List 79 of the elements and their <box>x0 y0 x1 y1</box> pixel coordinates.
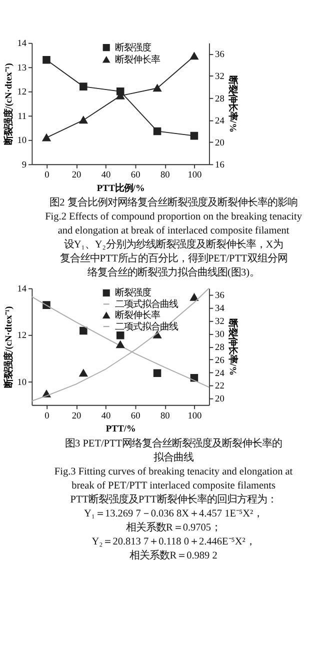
caption: Fig.3 Fitting curves of breaking tenacity and elongation at <box>54 466 293 478</box>
y2-tick-label: 20 <box>215 394 225 405</box>
text: break of PET/PTT interlaced composite filaments <box>72 480 276 492</box>
y-axis-title: 断裂强度/(cN·dtex⁻¹) <box>4 306 15 388</box>
y2-tick-label: 32 <box>215 316 225 327</box>
point <box>190 294 198 301</box>
text: 复合丝中PTT所占的百分比，得到PET/PTT双组分网 <box>60 252 288 265</box>
legend-label: 二项式拟合曲线 <box>114 298 178 310</box>
legend-label: 断裂强度 <box>114 288 151 299</box>
y2-tick-label: 24 <box>215 368 225 379</box>
point <box>190 52 198 60</box>
point <box>153 369 162 378</box>
x-tick-label: 60 <box>130 170 141 181</box>
x-tick-label: 40 <box>101 411 112 422</box>
text: 相关系数R＝0.9705； <box>126 521 222 534</box>
legend-label: 断裂伸长率 <box>114 310 160 322</box>
point <box>80 370 88 377</box>
x-tick-label: 80 <box>160 411 170 422</box>
y2-tick-label: 36 <box>215 50 225 60</box>
y2-tick-label: 34 <box>215 304 225 314</box>
y2-axis-title: 断裂伸长率/% <box>226 76 238 132</box>
x-tick-label: 60 <box>130 411 141 422</box>
y-tick-label: 14 <box>17 284 27 295</box>
y2-tick-label: 20 <box>215 138 225 148</box>
text: 相关系数R＝0.989 2 <box>130 549 218 562</box>
x-tick-label: 100 <box>188 170 202 181</box>
line-series <box>31 288 210 402</box>
x-tick-label: 40 <box>101 170 112 181</box>
x-tick-label: 100 <box>188 411 202 422</box>
y-tick-label: 13 <box>17 63 27 74</box>
y2-tick-label: 36 <box>215 291 225 302</box>
caption: Fig.2 Effects of compound proportion on the breaking tenacity <box>45 212 303 223</box>
y2-tick-label: 22 <box>215 382 225 392</box>
point <box>116 331 124 340</box>
legend-label: 断裂强度 <box>114 42 151 54</box>
x-tick-label: 20 <box>72 411 82 422</box>
y2-tick-label: 24 <box>215 116 225 126</box>
y2-tick-label: 28 <box>215 94 225 104</box>
point <box>153 84 162 92</box>
x-tick-label: 20 <box>72 170 82 181</box>
text: 络复合丝的断裂强力拟合曲线图(图3)。 <box>88 266 260 279</box>
point <box>42 134 50 142</box>
point <box>153 331 162 338</box>
y-tick-label: 14 <box>17 39 27 50</box>
text: 拟合曲线 <box>154 451 194 464</box>
x-tick-label: 80 <box>160 170 170 181</box>
point <box>80 326 88 335</box>
point <box>80 82 88 90</box>
y2-tick-label: 28 <box>215 342 225 353</box>
point <box>42 56 50 64</box>
y2-axis-title: 断裂伸长率/% <box>226 318 238 376</box>
x-axis-title: PTT比例/% <box>96 182 145 194</box>
y-axis-title: 断裂强度/(cN·dtex⁻¹) <box>4 63 15 145</box>
x-tick-label: 0 <box>44 170 50 181</box>
y-tick-label: 11 <box>18 112 27 122</box>
x-tick-label: 0 <box>44 411 50 422</box>
legend-label: 二项式拟合曲线 <box>114 321 178 332</box>
y-tick-label: 12 <box>17 331 27 342</box>
point <box>190 132 198 140</box>
caption: 图2 复合比例对网络复合丝断裂强度及断裂伸长率的影响 <box>50 196 298 209</box>
text: PTT断裂强度及PTT断裂伸长率的回归方程为： <box>70 493 277 506</box>
x-axis-title: PTT/% <box>106 424 136 434</box>
point <box>153 127 162 136</box>
y2-tick-label: 26 <box>215 356 225 366</box>
point <box>116 341 124 348</box>
y-tick-label: 9 <box>22 160 27 170</box>
text: Y₁＝13.269 7－0.036 8X＋4.457 1E⁻⁵X²， <box>84 508 264 520</box>
point <box>80 116 88 124</box>
text: and elongation at break of interlaced composite filament <box>58 226 290 237</box>
y2-tick-label: 30 <box>215 330 225 340</box>
y-tick-label: 10 <box>17 136 27 146</box>
y2-tick-label: 16 <box>215 160 225 170</box>
y-tick-label: 10 <box>17 378 27 388</box>
y-tick-label: 12 <box>17 88 27 98</box>
caption: 图3 PET/PTT网络复合丝断裂强度及断裂伸长率的 <box>65 437 282 450</box>
y2-tick-label: 32 <box>215 72 225 82</box>
text: 设Y₁、Y₂分别为纱线断裂强度及断裂伸长率，X为 <box>64 238 284 251</box>
legend-label: 断裂伸长率 <box>114 54 160 66</box>
text: Y₂＝20.813 7＋0.118 0＋2.446E⁻⁵X²， <box>92 536 256 548</box>
